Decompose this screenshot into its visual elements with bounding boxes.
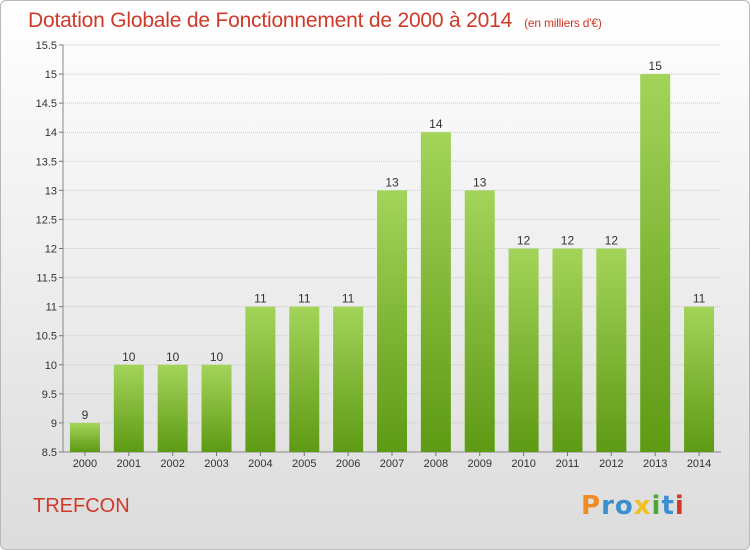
bar	[201, 364, 232, 452]
y-tick-label: 12	[45, 244, 57, 256]
data-label: 10	[122, 350, 136, 364]
y-tick-label: 11	[46, 302, 57, 314]
logo-letter: t	[661, 491, 675, 521]
x-tick-label: 2009	[467, 458, 491, 470]
data-label: 12	[605, 234, 619, 248]
y-tick-label: 14.5	[36, 98, 57, 110]
x-tick-label: 2014	[687, 458, 711, 470]
bar	[377, 190, 407, 452]
logo-letter: x	[633, 491, 652, 521]
data-label: 15	[649, 59, 663, 73]
data-label: 9	[82, 408, 89, 422]
x-tick-label: 2000	[73, 458, 97, 470]
x-tick-label: 2005	[292, 458, 316, 470]
title-text: Dotation Globale de Fonctionnement de 20…	[28, 9, 513, 32]
x-tick-label: 2007	[380, 458, 404, 470]
x-tick-label: 2008	[424, 458, 448, 470]
y-tick-label: 9	[51, 418, 57, 430]
logo-letter: r	[601, 491, 615, 521]
data-label: 11	[254, 292, 267, 306]
y-tick-label: 11.5	[36, 273, 57, 285]
bar	[113, 364, 144, 452]
x-tick-label: 2012	[599, 458, 623, 470]
x-tick-label: 2013	[643, 458, 667, 470]
bar	[69, 422, 100, 452]
y-tick-label: 9.5	[42, 389, 57, 401]
bar	[333, 306, 364, 452]
data-label: 11	[298, 292, 311, 306]
bar	[464, 190, 495, 452]
data-label: 10	[210, 350, 224, 364]
bar	[245, 306, 276, 452]
bar	[157, 364, 188, 452]
data-label: 10	[166, 350, 180, 364]
x-tick-label: 2006	[336, 458, 360, 470]
proxiti-logo: Proxiti	[581, 491, 685, 521]
x-tick-label: 2004	[248, 458, 272, 470]
y-tick-label: 13	[45, 185, 57, 197]
unit-label: (en milliers d'€)	[524, 16, 602, 30]
y-tick-label: 14	[45, 127, 57, 139]
data-label: 11	[693, 292, 706, 306]
data-label: 13	[473, 175, 487, 189]
y-tick-label: 8.5	[42, 447, 57, 459]
x-tick-label: 2011	[556, 458, 580, 470]
bar	[596, 248, 627, 452]
y-tick-label: 10	[45, 360, 57, 372]
x-tick-label: 2001	[117, 458, 141, 470]
bar	[420, 132, 451, 452]
bar	[552, 248, 583, 452]
y-tick-label: 15	[45, 69, 57, 81]
x-tick-label: 2003	[204, 458, 228, 470]
data-label: 11	[342, 292, 355, 306]
y-tick-label: 15.5	[36, 40, 57, 52]
bar	[289, 306, 320, 452]
chart-title: Dotation Globale de Fonctionnement de 20…	[28, 9, 602, 33]
data-label: 14	[429, 117, 443, 131]
x-tick-label: 2010	[511, 458, 535, 470]
data-label: 12	[517, 234, 531, 248]
data-label: 12	[561, 234, 575, 248]
y-tick-label: 13.5	[36, 156, 57, 168]
city-name: TREFCON	[33, 495, 130, 517]
logo-letter: i	[651, 491, 662, 521]
bar	[508, 248, 539, 452]
bar	[684, 306, 715, 452]
data-label: 13	[385, 175, 399, 189]
bar	[640, 74, 671, 453]
logo-letter: i	[674, 491, 685, 521]
x-tick-label: 2002	[160, 458, 184, 470]
y-tick-label: 12.5	[36, 214, 57, 226]
y-tick-label: 10.5	[36, 331, 57, 343]
logo-letter: o	[614, 491, 634, 521]
logo-letter: P	[581, 491, 602, 521]
